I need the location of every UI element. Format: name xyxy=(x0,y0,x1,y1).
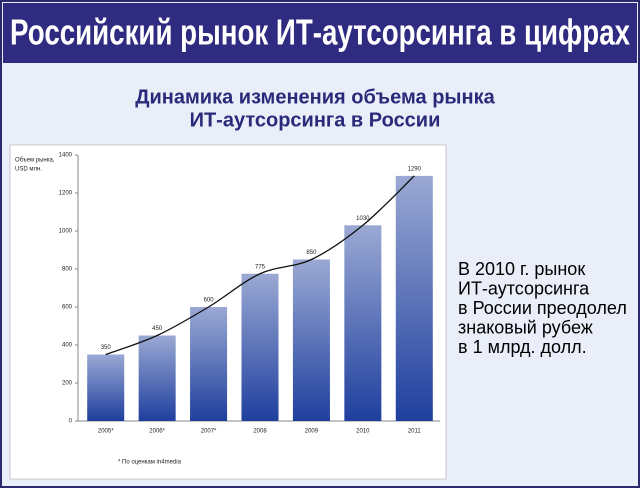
bar xyxy=(344,225,382,421)
x-tick-label: 2009 xyxy=(305,429,319,435)
sidebar-text: ИТ-аутсорсинга xyxy=(458,278,590,298)
y-tick-label: 1400 xyxy=(59,153,73,159)
sidebar-text: в России преодолел xyxy=(458,298,627,318)
y-axis-label: USD млн. xyxy=(15,167,42,173)
footnote: * По оценкам in4media xyxy=(118,460,182,466)
x-tick-label: 2010 xyxy=(356,429,370,435)
sidebar-text: в 1 млрд. долл. xyxy=(458,337,587,357)
chart-title: ИТ-аутсорсинга в России xyxy=(190,109,441,131)
data-label: 1290 xyxy=(408,166,422,172)
bar xyxy=(138,335,176,421)
y-tick-label: 1000 xyxy=(59,229,73,235)
data-label: 850 xyxy=(306,250,317,256)
page-title: Российский рынок ИТ-аутсорсинга в цифрах xyxy=(10,12,630,53)
data-label: 600 xyxy=(204,298,215,304)
sidebar-text: В 2010 г. рынок xyxy=(458,259,585,279)
data-label: 1030 xyxy=(356,216,370,222)
trend-line xyxy=(105,175,415,356)
bar xyxy=(395,175,433,421)
y-tick-label: 400 xyxy=(62,343,73,349)
data-label: 450 xyxy=(152,326,163,332)
x-tick-label: 2007* xyxy=(201,429,217,435)
bar xyxy=(292,259,330,421)
y-tick-label: 0 xyxy=(69,419,73,425)
y-tick-label: 800 xyxy=(62,267,73,273)
x-tick-label: 2005* xyxy=(98,429,114,435)
chart-title: Динамика изменения объема рынка xyxy=(135,86,495,108)
y-tick-label: 600 xyxy=(62,305,73,311)
x-tick-label: 2006* xyxy=(149,429,165,435)
bar xyxy=(190,307,228,421)
x-tick-label: 2008 xyxy=(253,429,267,435)
data-label: 350 xyxy=(101,345,112,351)
y-tick-label: 1200 xyxy=(59,191,73,197)
title-banner xyxy=(3,3,637,63)
bar xyxy=(241,273,279,421)
x-tick-label: 2011 xyxy=(408,429,422,435)
data-label: 775 xyxy=(255,264,266,270)
bar xyxy=(87,354,125,421)
sidebar-text: знаковый рубеж xyxy=(458,317,593,337)
y-tick-label: 200 xyxy=(62,381,73,387)
y-axis-label: Объем рынка, xyxy=(15,158,55,164)
